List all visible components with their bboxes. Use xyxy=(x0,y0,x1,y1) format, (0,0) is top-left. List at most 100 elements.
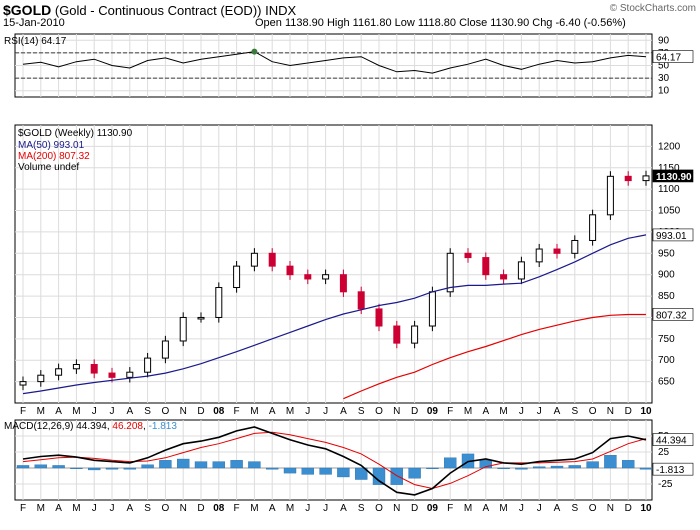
rsi-line xyxy=(22,51,647,74)
price-month-label: M xyxy=(286,406,294,417)
macd-month-label: 10 xyxy=(640,503,652,514)
price-candle xyxy=(19,381,27,386)
rsi-last-value: 64.17 xyxy=(656,53,681,64)
macd-month-label: S xyxy=(144,503,151,514)
ma50-legend: MA(50) 993.01 xyxy=(18,140,85,151)
macd-month-label: M xyxy=(250,503,258,514)
macd-legend: MACD(12,26,9) 44.394, 46.208, -1.813 xyxy=(4,421,177,432)
price-candle xyxy=(464,252,472,259)
ma200-last-value-box xyxy=(652,308,694,321)
symbol-name: (Gold - Continuous Contract (EOD)) xyxy=(54,3,262,18)
price-legend: $GOLD (Weekly) 1130.90 xyxy=(18,128,133,139)
price-candle xyxy=(108,372,116,378)
macd-month-label: F xyxy=(20,503,26,514)
price-month-label: M xyxy=(464,406,472,417)
symbol-text: $GOLD xyxy=(3,2,52,18)
macd-histogram-bar xyxy=(301,467,314,475)
macd-histogram-bar xyxy=(639,467,653,470)
macd-legend-hist: -1.813 xyxy=(148,421,177,432)
date-label: 15-Jan-2010 xyxy=(3,17,65,29)
price-month-label: M xyxy=(250,406,258,417)
price-tick-label: 1200 xyxy=(658,141,681,152)
macd-histogram-bar xyxy=(176,458,190,469)
price-candle xyxy=(642,175,650,182)
price-candle xyxy=(304,274,312,280)
macd-histogram-bar xyxy=(622,460,635,469)
price-tick-label: 750 xyxy=(658,334,675,345)
rsi-last-value-box xyxy=(652,50,694,63)
macd-month-label: N xyxy=(393,503,400,514)
volume-legend: Volume undef xyxy=(18,162,80,173)
macd-month-label: S xyxy=(571,503,578,514)
macd-month-label: J xyxy=(92,503,97,514)
macd-histogram-bar xyxy=(497,467,510,470)
price-month-label: A xyxy=(340,406,347,417)
price-tick-label: 1050 xyxy=(658,206,681,217)
price-month-label: D xyxy=(197,406,204,417)
macd-month-label: O xyxy=(162,503,170,514)
price-candle xyxy=(322,274,330,280)
macd-month-label: M xyxy=(37,503,45,514)
macd-histogram-bar xyxy=(52,465,65,469)
macd-histogram-bar xyxy=(426,467,439,470)
macd-histogram-bar xyxy=(337,467,350,478)
price-candle xyxy=(197,316,205,320)
price-candle xyxy=(179,316,187,342)
price-candle xyxy=(428,291,436,327)
price-tick-label: 950 xyxy=(658,248,675,259)
macd-month-label: A xyxy=(269,503,276,514)
ma200-line xyxy=(343,313,646,400)
ma50-line xyxy=(22,234,647,395)
chart-title: $GOLD (Gold - Continuous Contract (EOD))… xyxy=(3,2,296,18)
price-month-label: F xyxy=(20,406,26,417)
ma200-legend: MA(200) 807.32 xyxy=(18,151,90,162)
price-month-label: O xyxy=(162,406,170,417)
price-month-label: J xyxy=(537,406,542,417)
price-month-label: O xyxy=(589,406,597,417)
macd-histogram-bar xyxy=(266,467,279,470)
macd-histogram-bar xyxy=(16,465,30,469)
macd-month-label: F xyxy=(447,503,453,514)
macd-panel xyxy=(14,419,653,501)
price-month-label: M xyxy=(37,406,45,417)
price-candle xyxy=(535,248,543,263)
price-candle xyxy=(268,252,276,267)
macd-last-value-box xyxy=(652,433,694,446)
macd-histogram-bar xyxy=(194,461,208,469)
price-candle xyxy=(161,340,169,359)
price-month-label: J xyxy=(92,406,97,417)
price-tick-label: 1150 xyxy=(658,163,680,174)
price-month-label: S xyxy=(571,406,578,417)
price-month-label: D xyxy=(625,406,632,417)
price-month-label: N xyxy=(180,406,187,417)
macd-month-label: M xyxy=(286,503,294,514)
price-tick-label: 700 xyxy=(658,355,675,366)
macd-hist-last-value-box xyxy=(652,462,694,476)
price-month-label: 08 xyxy=(213,406,225,417)
price-month-label: A xyxy=(482,406,489,417)
macd-month-label: O xyxy=(375,503,383,514)
macd-month-label: J xyxy=(323,503,328,514)
price-candle xyxy=(589,214,597,241)
rsi-tick-label: 90 xyxy=(658,35,670,46)
macd-signal-line xyxy=(22,431,647,490)
price-month-label: S xyxy=(358,406,365,417)
macd-histogram-bar xyxy=(141,464,154,469)
macd-month-label: M xyxy=(464,503,472,514)
price-tick-label: 850 xyxy=(658,291,675,302)
macd-histogram-bar xyxy=(123,467,137,470)
price-candle xyxy=(517,261,525,280)
macd-histogram-bar xyxy=(159,460,172,469)
price-last-value: 1130.90 xyxy=(656,172,692,183)
price-month-label: N xyxy=(607,406,614,417)
macd-month-label: N xyxy=(607,503,614,514)
macd-histogram-bar xyxy=(550,465,564,469)
macd-month-label: O xyxy=(589,503,597,514)
price-month-label: 09 xyxy=(427,406,439,417)
macd-month-label: J xyxy=(519,503,524,514)
macd-histogram-bar xyxy=(355,467,368,480)
price-candle xyxy=(375,308,383,327)
macd-month-label: M xyxy=(72,503,80,514)
macd-month-label: J xyxy=(305,503,310,514)
